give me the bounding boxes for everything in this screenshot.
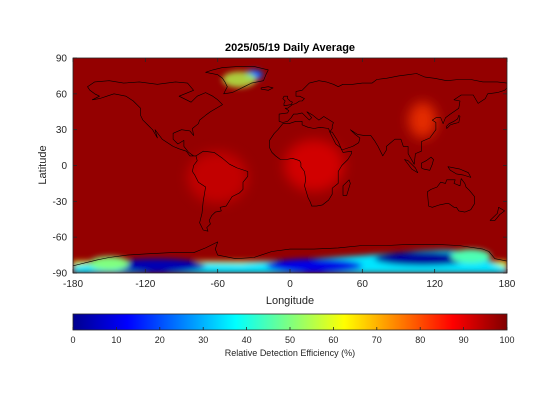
coastline-australia — [427, 178, 475, 213]
x-tick-label: 60 — [357, 279, 369, 290]
region-1 — [222, 71, 257, 88]
coastline-japan — [446, 115, 461, 129]
y-axis-ticks: 90 60 30 0 -30 -60 -90 — [53, 54, 507, 280]
coastline-new-guinea — [447, 166, 472, 178]
x-axis-label: Longitude — [266, 295, 314, 307]
y-tick-label: -90 — [53, 269, 68, 280]
region-9 — [89, 256, 130, 271]
colorbar-tick-label: 40 — [242, 335, 252, 345]
colorbar-tick-label: 0 — [70, 335, 75, 345]
coastline-madagascar — [342, 179, 351, 196]
y-axis-label: Latitude — [37, 145, 49, 184]
coastline-greenland — [205, 66, 269, 95]
region-5 — [109, 258, 206, 273]
y-tick-label: 90 — [56, 54, 68, 65]
x-tick-label: -180 — [63, 279, 83, 290]
x-tick-label: -60 — [210, 279, 225, 290]
region-2 — [408, 102, 437, 139]
colorbar-tick-label: 30 — [198, 335, 208, 345]
coastline-north-america — [87, 80, 223, 157]
colorbar-tick-label: 70 — [372, 335, 382, 345]
coastline-africa — [269, 121, 352, 207]
x-tick-label: -120 — [135, 279, 155, 290]
colorbar-tick-label: 50 — [285, 335, 295, 345]
coastline-borneo — [421, 156, 434, 171]
x-tick-label: 0 — [287, 279, 293, 290]
colorbar-ticks: 0 10 20 30 40 50 60 70 80 90 100 — [70, 327, 515, 345]
colorbar-label: Relative Detection Efficiency (%) — [225, 348, 355, 358]
colorbar-tick-label: 10 — [111, 335, 121, 345]
colorbar-tick-label: 100 — [499, 335, 514, 345]
region-3 — [284, 139, 345, 192]
x-tick-label: 120 — [426, 279, 443, 290]
colorbar-tick-label: 60 — [328, 335, 338, 345]
y-tick-label: 30 — [56, 125, 68, 136]
region-8 — [450, 249, 491, 264]
colorbar-tick-label: 80 — [415, 335, 425, 345]
x-axis-ticks: -180 -120 -60 0 60 120 180 — [63, 58, 516, 290]
y-tick-label: 0 — [61, 161, 67, 172]
region-4 — [187, 151, 248, 204]
chart-title: 2025/05/19 Daily Average — [225, 42, 355, 54]
coastline-sumatra — [404, 159, 419, 173]
coastline-south-america — [192, 150, 249, 232]
y-tick-label: -30 — [53, 197, 68, 208]
colorbar-tick-label: 20 — [155, 335, 165, 345]
coastline-iceland — [260, 86, 274, 91]
x-tick-label: 180 — [499, 279, 516, 290]
coastline-great-britain — [282, 95, 293, 107]
coastlines — [73, 66, 507, 267]
coastline-new-zealand — [489, 207, 505, 221]
region-6 — [266, 258, 363, 273]
region-7 — [374, 251, 471, 266]
heatmap-field — [73, 58, 507, 273]
coastline-eurasia — [278, 73, 507, 165]
y-tick-label: -60 — [53, 233, 68, 244]
coastline-antarctica — [73, 241, 507, 267]
y-tick-label: 60 — [56, 89, 68, 100]
colorbar-tick-label: 90 — [459, 335, 469, 345]
